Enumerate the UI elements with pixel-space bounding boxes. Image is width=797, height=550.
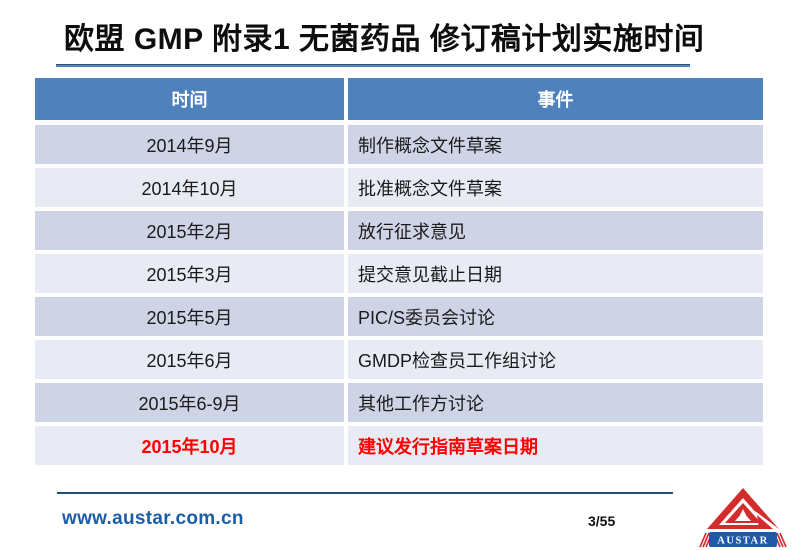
table-row: 2015年6月 GMDP检查员工作组讨论 (35, 340, 763, 379)
table-row: 2014年9月 制作概念文件草案 (35, 125, 763, 164)
cell-event: GMDP检查员工作组讨论 (348, 340, 763, 379)
header-time: 时间 (35, 78, 344, 120)
cell-time: 2015年6-9月 (35, 383, 344, 422)
cell-event: 批准概念文件草案 (348, 168, 763, 207)
cell-event: 提交意见截止日期 (348, 254, 763, 293)
table-body: 2014年9月 制作概念文件草案 2014年10月 批准概念文件草案 2015年… (35, 125, 763, 465)
table-row: 2015年3月 提交意见截止日期 (35, 254, 763, 293)
cell-time: 2014年10月 (35, 168, 344, 207)
cell-event: 建议发行指南草案日期 (348, 426, 763, 465)
table-row-highlighted: 2015年10月 建议发行指南草案日期 (35, 426, 763, 465)
website-link[interactable]: www.austar.com.cn (62, 508, 244, 529)
table-row: 2015年5月 PIC/S委员会讨论 (35, 297, 763, 336)
footer-divider (57, 492, 673, 494)
table-header: 时间 事件 (35, 78, 763, 120)
cell-event: 其他工作方讨论 (348, 383, 763, 422)
logo-text: AUSTAR (717, 536, 768, 547)
austar-logo-icon: AUSTAR (699, 488, 787, 548)
page-number: 3/55 (588, 513, 616, 529)
cell-event: 制作概念文件草案 (348, 125, 763, 164)
header-event: 事件 (348, 78, 763, 120)
cell-time: 2015年3月 (35, 254, 344, 293)
slide-title: 欧盟 GMP 附录1 无菌药品 修订稿计划实施时间 (64, 23, 705, 56)
cell-event: 放行征求意见 (348, 211, 763, 250)
table-row: 2014年10月 批准概念文件草案 (35, 168, 763, 207)
cell-time: 2015年6月 (35, 340, 344, 379)
table-row: 2015年6-9月 其他工作方讨论 (35, 383, 763, 422)
title-divider (56, 64, 690, 67)
cell-time: 2015年5月 (35, 297, 344, 336)
cell-time: 2014年9月 (35, 125, 344, 164)
cell-time: 2015年2月 (35, 211, 344, 250)
cell-event: PIC/S委员会讨论 (348, 297, 763, 336)
table-row: 2015年2月 放行征求意见 (35, 211, 763, 250)
cell-time: 2015年10月 (35, 426, 344, 465)
timeline-table: 时间 事件 2014年9月 制作概念文件草案 2014年10月 批准概念文件草案… (35, 78, 763, 469)
